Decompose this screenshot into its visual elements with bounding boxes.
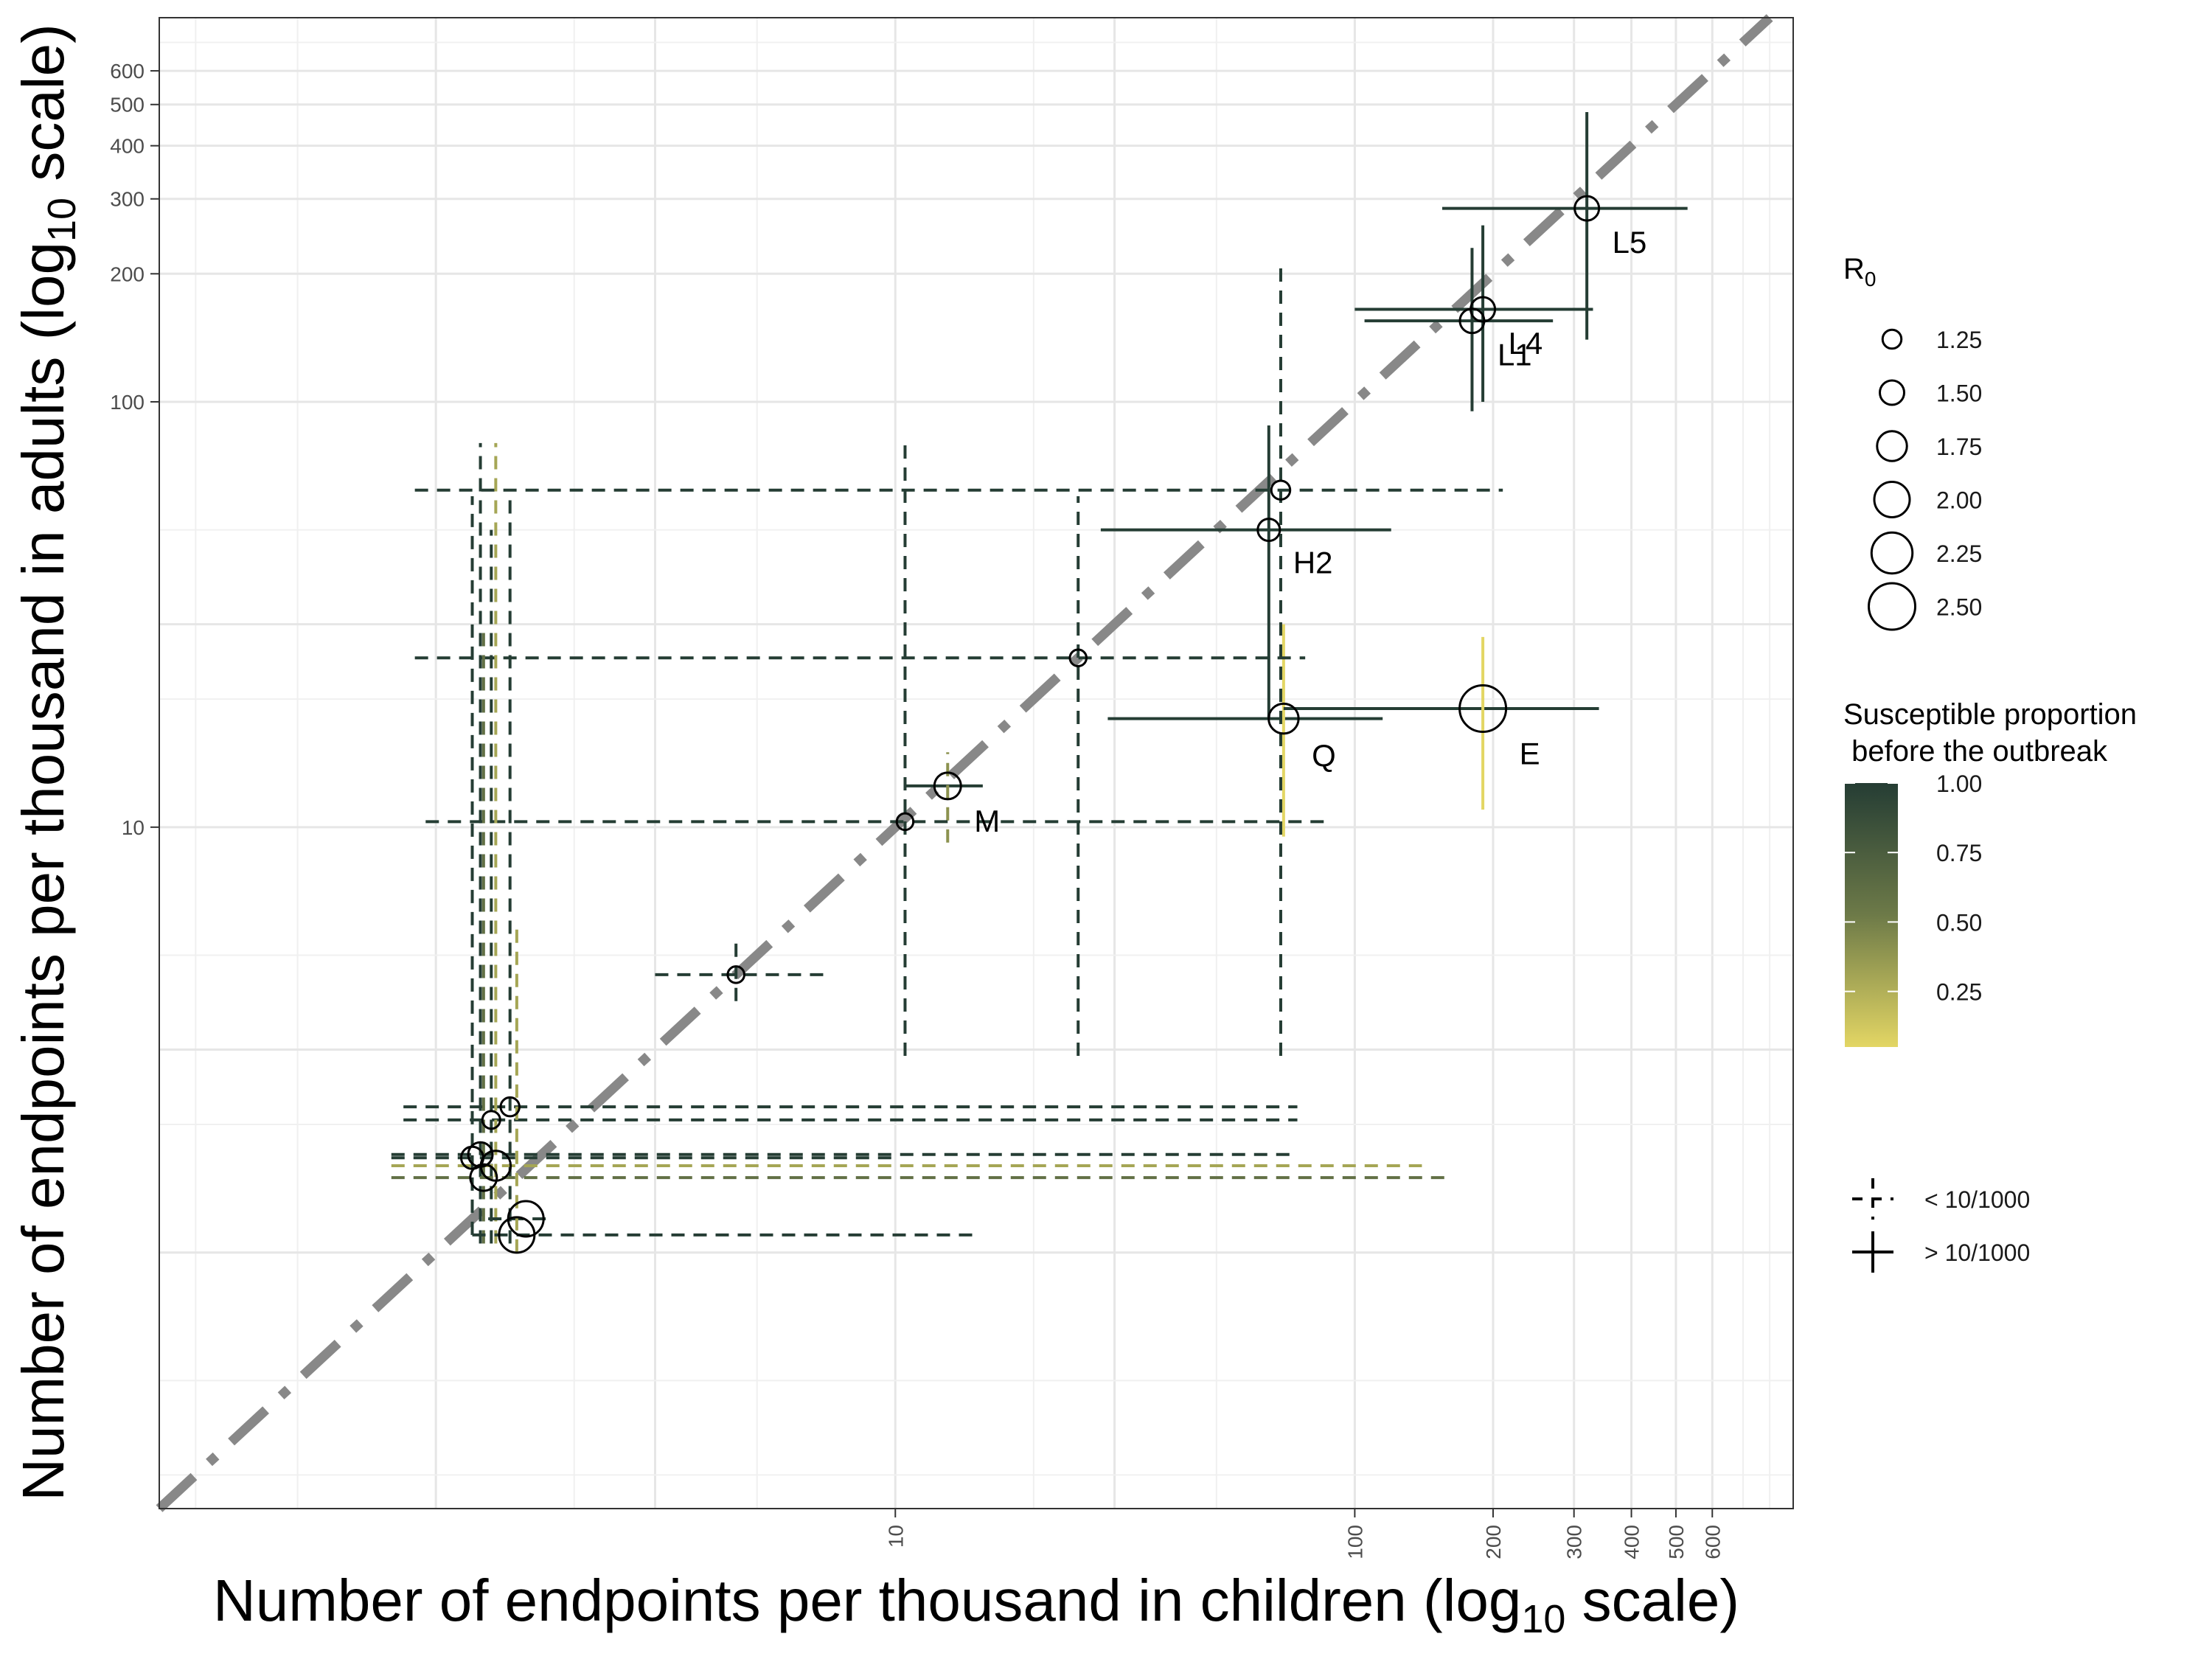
y-axis-title: Number of endpoints per thousand in adul… xyxy=(10,24,84,1500)
r0-legend-key xyxy=(1870,531,1914,575)
x-tick-label: 300 xyxy=(1563,1525,1586,1559)
linetype-legend-label: > 10/1000 xyxy=(1924,1239,2030,1266)
point-label: Q xyxy=(1312,738,1336,773)
r0-legend-label: 2.25 xyxy=(1936,540,1982,567)
r0-legend-key xyxy=(1879,379,1905,406)
r0-legend-label: 2.50 xyxy=(1936,594,1982,621)
r0-legend-label: 2.00 xyxy=(1936,487,1982,514)
linetype-legend-label: < 10/1000 xyxy=(1924,1186,2030,1213)
x-tick-label: 200 xyxy=(1482,1525,1505,1559)
color-legend-label: 0.25 xyxy=(1936,979,1982,1006)
r0-legend-key xyxy=(1881,328,1903,350)
color-legend-title-line2: before the outbreak xyxy=(1843,735,2108,768)
r0-legend-label: 1.75 xyxy=(1936,434,1982,460)
r0-legend-title: R0 xyxy=(1843,253,1876,291)
data-point xyxy=(1068,648,1088,668)
color-legend-bar xyxy=(1845,783,1898,1047)
point-label: L1 xyxy=(1498,338,1532,372)
r0-legend-items: 1.25 1.50 1.75 2.00 2.25 2.50 xyxy=(1868,327,1982,631)
x-axis-title: Number of endpoints per thousand in chil… xyxy=(213,1568,1739,1641)
data-point xyxy=(895,812,915,832)
data-point xyxy=(933,771,962,801)
panel-border xyxy=(159,17,1794,1509)
data-point xyxy=(1256,518,1281,543)
x-tick-label: 600 xyxy=(1701,1525,1724,1559)
data-point xyxy=(1267,702,1300,735)
color-legend-label: 0.50 xyxy=(1936,909,1982,936)
r0-legend-key xyxy=(1873,481,1911,518)
y-tick-label: 10 xyxy=(122,816,145,839)
data-point xyxy=(726,965,745,984)
color-legend-items: 1.00 0.75 0.50 0.25 xyxy=(1845,771,1982,1006)
x-axis-ticks: 10 100 200 300 400 500 600 xyxy=(884,1509,1724,1559)
identity-line xyxy=(156,14,1773,1512)
identity-reference-line xyxy=(156,14,1773,1512)
data-point xyxy=(481,1110,501,1130)
data-point xyxy=(469,1163,498,1192)
r0-legend-key xyxy=(1868,582,1916,631)
linetype-legend: < 10/1000 > 10/1000 xyxy=(1852,1178,2030,1273)
data-point xyxy=(498,1216,536,1254)
data-point xyxy=(1573,195,1601,222)
r0-legend-label: 1.25 xyxy=(1936,327,1982,353)
y-tick-label: 600 xyxy=(110,60,145,83)
r0-size-legend: R0 1.25 1.50 1.75 2.00 2.25 2.50 xyxy=(1843,253,1982,631)
x-tick-label: 10 xyxy=(884,1525,907,1548)
color-legend-label: 0.75 xyxy=(1936,840,1982,866)
x-tick-label: 100 xyxy=(1343,1525,1366,1559)
point-label: L5 xyxy=(1613,225,1647,260)
x-tick-label: 400 xyxy=(1621,1525,1644,1559)
data-point xyxy=(1458,307,1486,335)
y-tick-label: 200 xyxy=(110,262,145,285)
r0-legend-key xyxy=(1876,430,1908,462)
color-legend-label: 1.00 xyxy=(1936,771,1982,797)
y-axis-ticks: 10 100 200 300 400 500 600 xyxy=(110,60,159,839)
point-label: E xyxy=(1520,737,1540,771)
error-bars xyxy=(391,111,1688,1253)
r0-legend-label: 1.50 xyxy=(1936,380,1982,407)
y-tick-label: 300 xyxy=(110,188,145,211)
point-label: L4 xyxy=(1509,326,1543,361)
y-tick-label: 100 xyxy=(110,391,145,414)
data-point xyxy=(1270,479,1292,501)
color-legend-title-line1: Susceptible proportion xyxy=(1843,698,2137,731)
y-tick-label: 500 xyxy=(110,94,145,116)
susceptible-color-legend: Susceptible proportion before the outbre… xyxy=(1843,698,2137,1047)
data-point xyxy=(1458,684,1508,734)
point-label: H2 xyxy=(1293,546,1333,580)
y-tick-label: 400 xyxy=(110,135,145,158)
point-label: M xyxy=(974,804,1000,838)
x-tick-label: 500 xyxy=(1665,1525,1688,1559)
grid-lines xyxy=(159,18,1793,1509)
data-point xyxy=(499,1096,521,1118)
data-points xyxy=(459,195,1601,1254)
